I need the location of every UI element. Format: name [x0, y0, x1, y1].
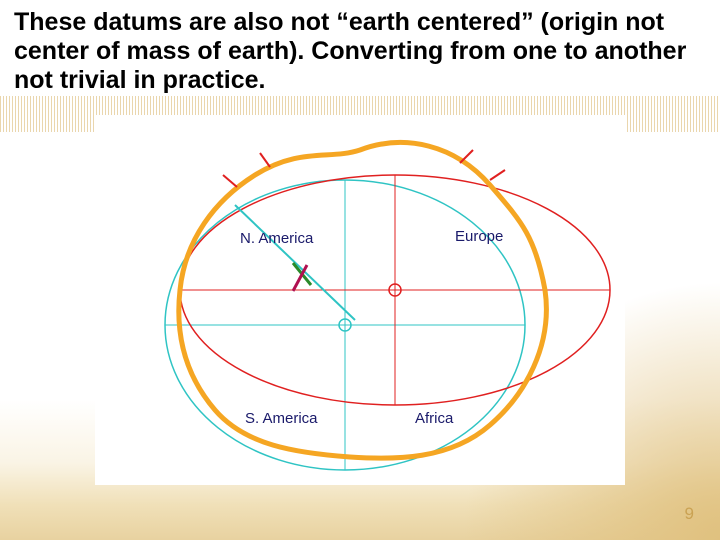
- datum-diagram: N. America Europe S. America Africa: [95, 115, 625, 485]
- label-s_america: S. America: [245, 410, 318, 427]
- slide-title: These datums are also not “earth centere…: [14, 8, 706, 94]
- label-europe: Europe: [455, 228, 503, 245]
- diagram-svg: [95, 115, 625, 485]
- slide: These datums are also not “earth centere…: [0, 0, 720, 540]
- label-africa: Africa: [415, 410, 453, 427]
- label-n_america: N. America: [240, 230, 313, 247]
- page-number: 9: [685, 504, 694, 524]
